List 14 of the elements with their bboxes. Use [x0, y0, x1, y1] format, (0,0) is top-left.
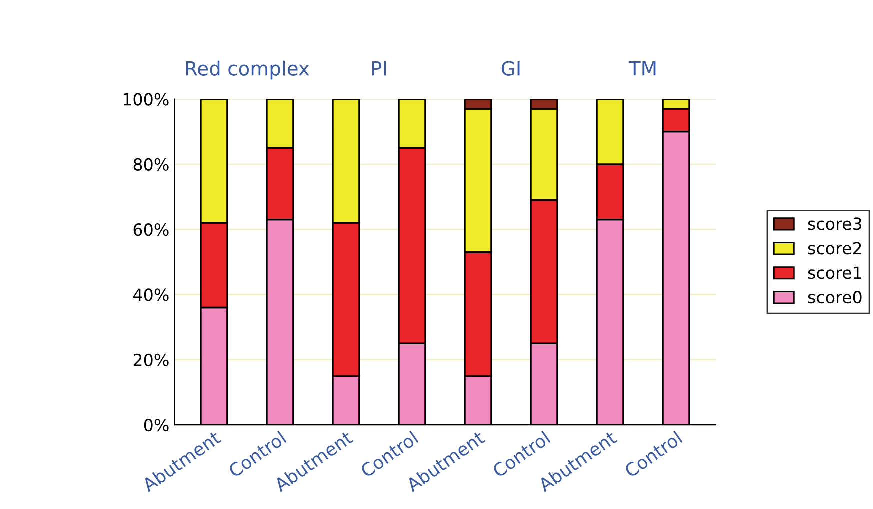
y-tick-label: 100%: [124, 93, 169, 106]
text: TM: [628, 61, 656, 76]
legend-label: score3: [808, 218, 862, 230]
y-tick-label: 20%: [134, 354, 169, 366]
legend-label: score2: [808, 242, 862, 255]
y-tick-label: 60%: [134, 224, 169, 236]
y-tick-label: 80%: [134, 158, 169, 171]
text: Red complex: [186, 60, 310, 80]
legend-label: score1: [808, 266, 862, 280]
legend-label: score0: [808, 291, 862, 304]
y-tick-label: 40%: [134, 288, 169, 302]
y-tick-label: 0%: [144, 418, 169, 432]
text: GI: [502, 61, 520, 76]
text: PI: [372, 61, 386, 76]
